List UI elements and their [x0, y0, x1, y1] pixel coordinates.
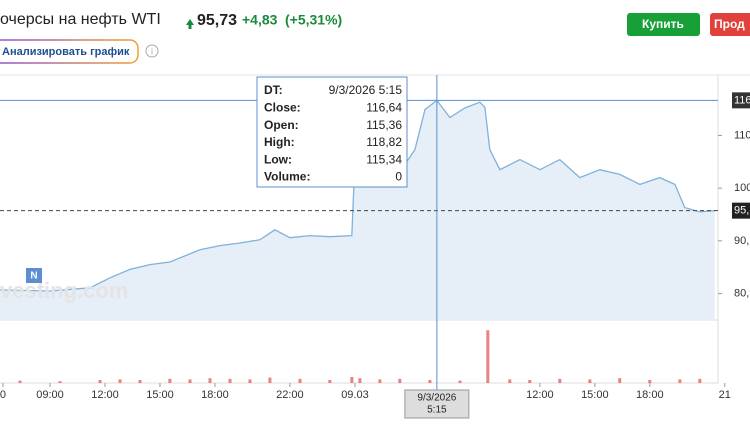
- tooltip-box: [256, 76, 408, 188]
- last-price-tag-label: 95,: [734, 205, 749, 217]
- x-tick-label: 12:00: [526, 389, 554, 401]
- volume-bar: [588, 379, 592, 383]
- analyze-label: Анализировать график: [2, 46, 130, 58]
- crosshair-time-label: 9/3/2026: [417, 393, 456, 404]
- tooltip-value: 118,82: [366, 135, 402, 149]
- analyze-button[interactable]: [0, 39, 139, 64]
- volume-bar: [268, 377, 272, 383]
- info-icon[interactable]: [145, 44, 159, 58]
- price-line: [0, 99, 715, 292]
- volume-bar: [188, 379, 192, 383]
- volume-bar: [18, 380, 22, 383]
- tooltip-value: 115,36: [366, 118, 402, 132]
- sell-button[interactable]: [710, 13, 750, 36]
- last-price-tag: [732, 202, 750, 219]
- volume-bar: [328, 380, 332, 383]
- x-tick-label: 0: [0, 389, 6, 401]
- watermark: vesting.com: [0, 278, 128, 303]
- volume-bar: [508, 379, 512, 383]
- volume-bar: [298, 378, 302, 383]
- volume-bar: [358, 378, 362, 383]
- volume-bar: [378, 379, 382, 383]
- sell-label: Прод: [714, 17, 745, 31]
- volume-bar: [208, 378, 212, 383]
- buy-button[interactable]: [627, 13, 700, 36]
- instrument-title: очерсы на нефть WTI: [0, 11, 161, 28]
- tooltip-value: 116,64: [366, 100, 402, 114]
- tooltip-key: Close:: [264, 100, 301, 114]
- x-tick-label: 09:00: [36, 389, 64, 401]
- volume-bar: [138, 380, 142, 383]
- x-tick-label: 22:00: [276, 389, 304, 401]
- crosshair-time-label: 5:15: [427, 405, 447, 416]
- tooltip-key: Volume:: [264, 170, 310, 184]
- volume-bar: [558, 378, 562, 383]
- volume-bar: [698, 378, 702, 383]
- x-tick-label: 12:00: [91, 389, 119, 401]
- x-tick-label: 15:00: [581, 389, 609, 401]
- tooltip-key: DT:: [264, 83, 283, 97]
- volume-bar: [618, 378, 622, 383]
- news-badge[interactable]: [26, 268, 42, 283]
- x-tick-label: 18:00: [636, 389, 664, 401]
- volume-bar: [528, 380, 532, 383]
- tooltip-value: 9/3/2026 5:15: [329, 83, 403, 97]
- volume-bar: [428, 380, 432, 383]
- news-badge-label: N: [30, 271, 37, 282]
- volume-bar: [248, 379, 252, 383]
- tooltip-value: 115,34: [366, 152, 402, 166]
- up-arrow: [186, 19, 194, 29]
- x-tick-label: 15:00: [146, 389, 174, 401]
- x-tick-label: 18:00: [201, 389, 229, 401]
- volume-bar: [398, 378, 402, 383]
- info-i: i: [151, 46, 153, 56]
- volume-bar: [486, 330, 490, 383]
- x-tick-label: 21: [719, 389, 731, 401]
- y-tick-label: 80,: [734, 288, 749, 300]
- tooltip-key: Low:: [264, 152, 292, 166]
- volume-bar: [58, 381, 62, 383]
- y-tick-label: 100: [734, 182, 750, 194]
- tooltip-value: 0: [395, 170, 402, 184]
- last-price: 95,73: [197, 12, 237, 29]
- volume-bar: [118, 379, 122, 383]
- crosshair-time-tag: [404, 389, 470, 419]
- volume-bar: [678, 379, 682, 383]
- crosshair-price-tag: [732, 92, 750, 109]
- price-change-pct: (+5,31%): [285, 12, 342, 28]
- tooltip-key: Open:: [264, 118, 299, 132]
- price-change: +4,83: [242, 12, 278, 28]
- volume-bar: [228, 378, 232, 383]
- crosshair-price-label: 116: [734, 94, 750, 106]
- x-tick-label: 09.03: [341, 389, 369, 401]
- buy-label: Купить: [642, 17, 684, 31]
- volume-bar: [458, 380, 462, 383]
- volume-bar: [168, 378, 172, 383]
- volume-bar: [648, 380, 652, 383]
- y-tick-label: 90,: [734, 235, 749, 247]
- tooltip-key: High:: [264, 135, 295, 149]
- volume-bar: [350, 377, 354, 383]
- volume-bar: [98, 380, 102, 383]
- y-tick-label: 110: [734, 129, 750, 141]
